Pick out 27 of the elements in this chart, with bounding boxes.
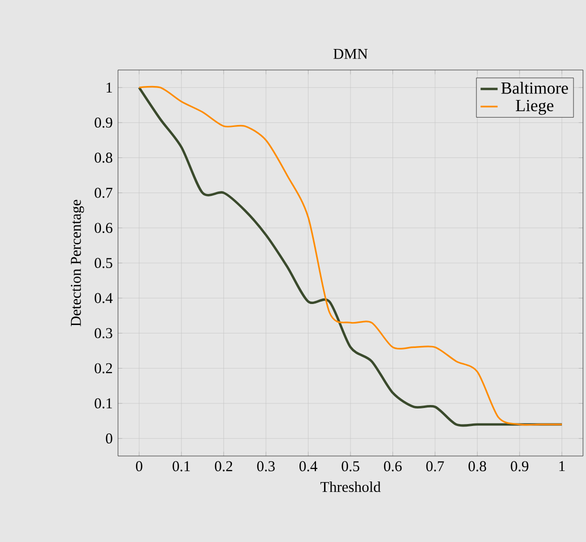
y-tick-label: 0.3 [94, 328, 112, 338]
chart-title: DMN [334, 49, 368, 59]
x-tick-label: 0.1 [172, 461, 190, 472]
y-axis-title: Detection Percentage [70, 200, 84, 326]
x-tick-label: 0.3 [257, 461, 275, 472]
y-tick-label: 0 [106, 433, 112, 444]
y-tick-label: 0.9 [94, 118, 112, 128]
x-tick-label: 0.8 [468, 461, 486, 472]
x-tick-label: 0.7 [426, 461, 444, 472]
x-tick-label: 0 [136, 461, 142, 472]
y-tick-label: 0.2 [94, 363, 112, 374]
y-tick-label: 1 [106, 82, 112, 92]
x-tick-label: 0.6 [384, 461, 402, 472]
x-tick-label: 1 [559, 461, 565, 472]
x-tick-label: 0.5 [342, 461, 360, 472]
y-tick-label: 0.4 [94, 293, 113, 304]
legend-label: Baltimore [501, 82, 568, 94]
x-tick-label: 0.9 [510, 461, 528, 472]
y-tick-label: 0.5 [94, 258, 112, 268]
y-tick-label: 0.1 [94, 398, 112, 408]
x-axis-title: Threshold [320, 482, 381, 492]
legend-label: Liege [516, 100, 554, 115]
y-tick-label: 0.6 [94, 222, 112, 233]
x-tick-label: 0.2 [214, 461, 232, 472]
x-tick-label: 0.4 [299, 461, 318, 472]
y-tick-label: 0.7 [94, 188, 112, 198]
y-tick-label: 0.8 [94, 152, 112, 163]
